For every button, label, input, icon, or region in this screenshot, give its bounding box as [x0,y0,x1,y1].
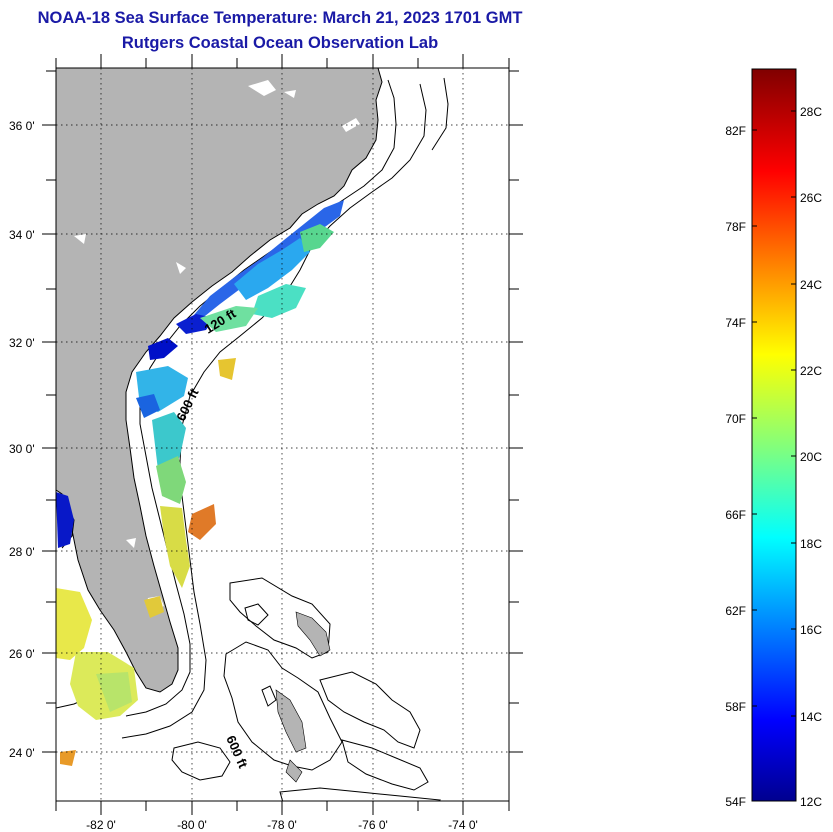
lat-label-26: 26 0' [9,647,35,661]
latitude-labels: 36 0' 34 0' 32 0' 30 0' 28 0' 26 0' 24 0… [9,119,35,760]
lon-label-82: -82 0' [86,818,116,832]
cb-label-82f: 82F [725,124,746,138]
lon-label-80: -80 0' [177,818,207,832]
cb-label-24c: 24C [800,278,822,292]
lon-label-74: -74 0' [448,818,478,832]
cb-label-20c: 20C [800,450,822,464]
lat-label-24: 24 0' [9,746,35,760]
colorbar-celsius-labels: 28C 26C 24C 22C 20C 18C 16C 14C 12C [800,105,822,809]
cb-label-62f: 62F [725,604,746,618]
map-grid [56,68,509,801]
cb-label-22c: 22C [800,364,822,378]
lat-label-30: 30 0' [9,442,35,456]
cb-label-14c: 14C [800,710,822,724]
sst-patches [56,200,344,766]
us-land [56,68,383,693]
lat-label-36: 36 0' [9,119,35,133]
cb-label-74f: 74F [725,316,746,330]
cb-label-28c: 28C [800,105,822,119]
cb-label-16c: 16C [800,623,822,637]
cb-label-26c: 26C [800,191,822,205]
cb-label-58f: 58F [725,700,746,714]
colorbar-fahrenheit-labels: 82F 78F 74F 70F 66F 62F 58F 54F [725,124,746,809]
map-title: NOAA-18 Sea Surface Temperature: March 2… [37,9,523,27]
map-subtitle: Rutgers Coastal Ocean Observation Lab [121,34,439,52]
cb-label-66f: 66F [725,508,746,522]
lat-label-32: 32 0' [9,336,35,350]
lat-label-34: 34 0' [9,228,35,242]
lon-label-76: -76 0' [358,818,388,832]
cb-label-78f: 78F [725,220,746,234]
lon-label-78: -78 0' [267,818,297,832]
map-ticks [42,54,523,815]
cb-label-18c: 18C [800,537,822,551]
cb-label-54f: 54F [725,795,746,809]
cb-label-12c: 12C [800,795,822,809]
bahamas-banks [171,577,441,801]
lat-label-28: 28 0' [9,545,35,559]
colorbar [751,68,797,802]
longitude-labels: -82 0' -80 0' -78 0' -76 0' -74 0' [86,818,478,832]
cb-label-70f: 70F [725,412,746,426]
colorbar-ticks [752,110,796,717]
bahamas-islands [275,611,331,783]
